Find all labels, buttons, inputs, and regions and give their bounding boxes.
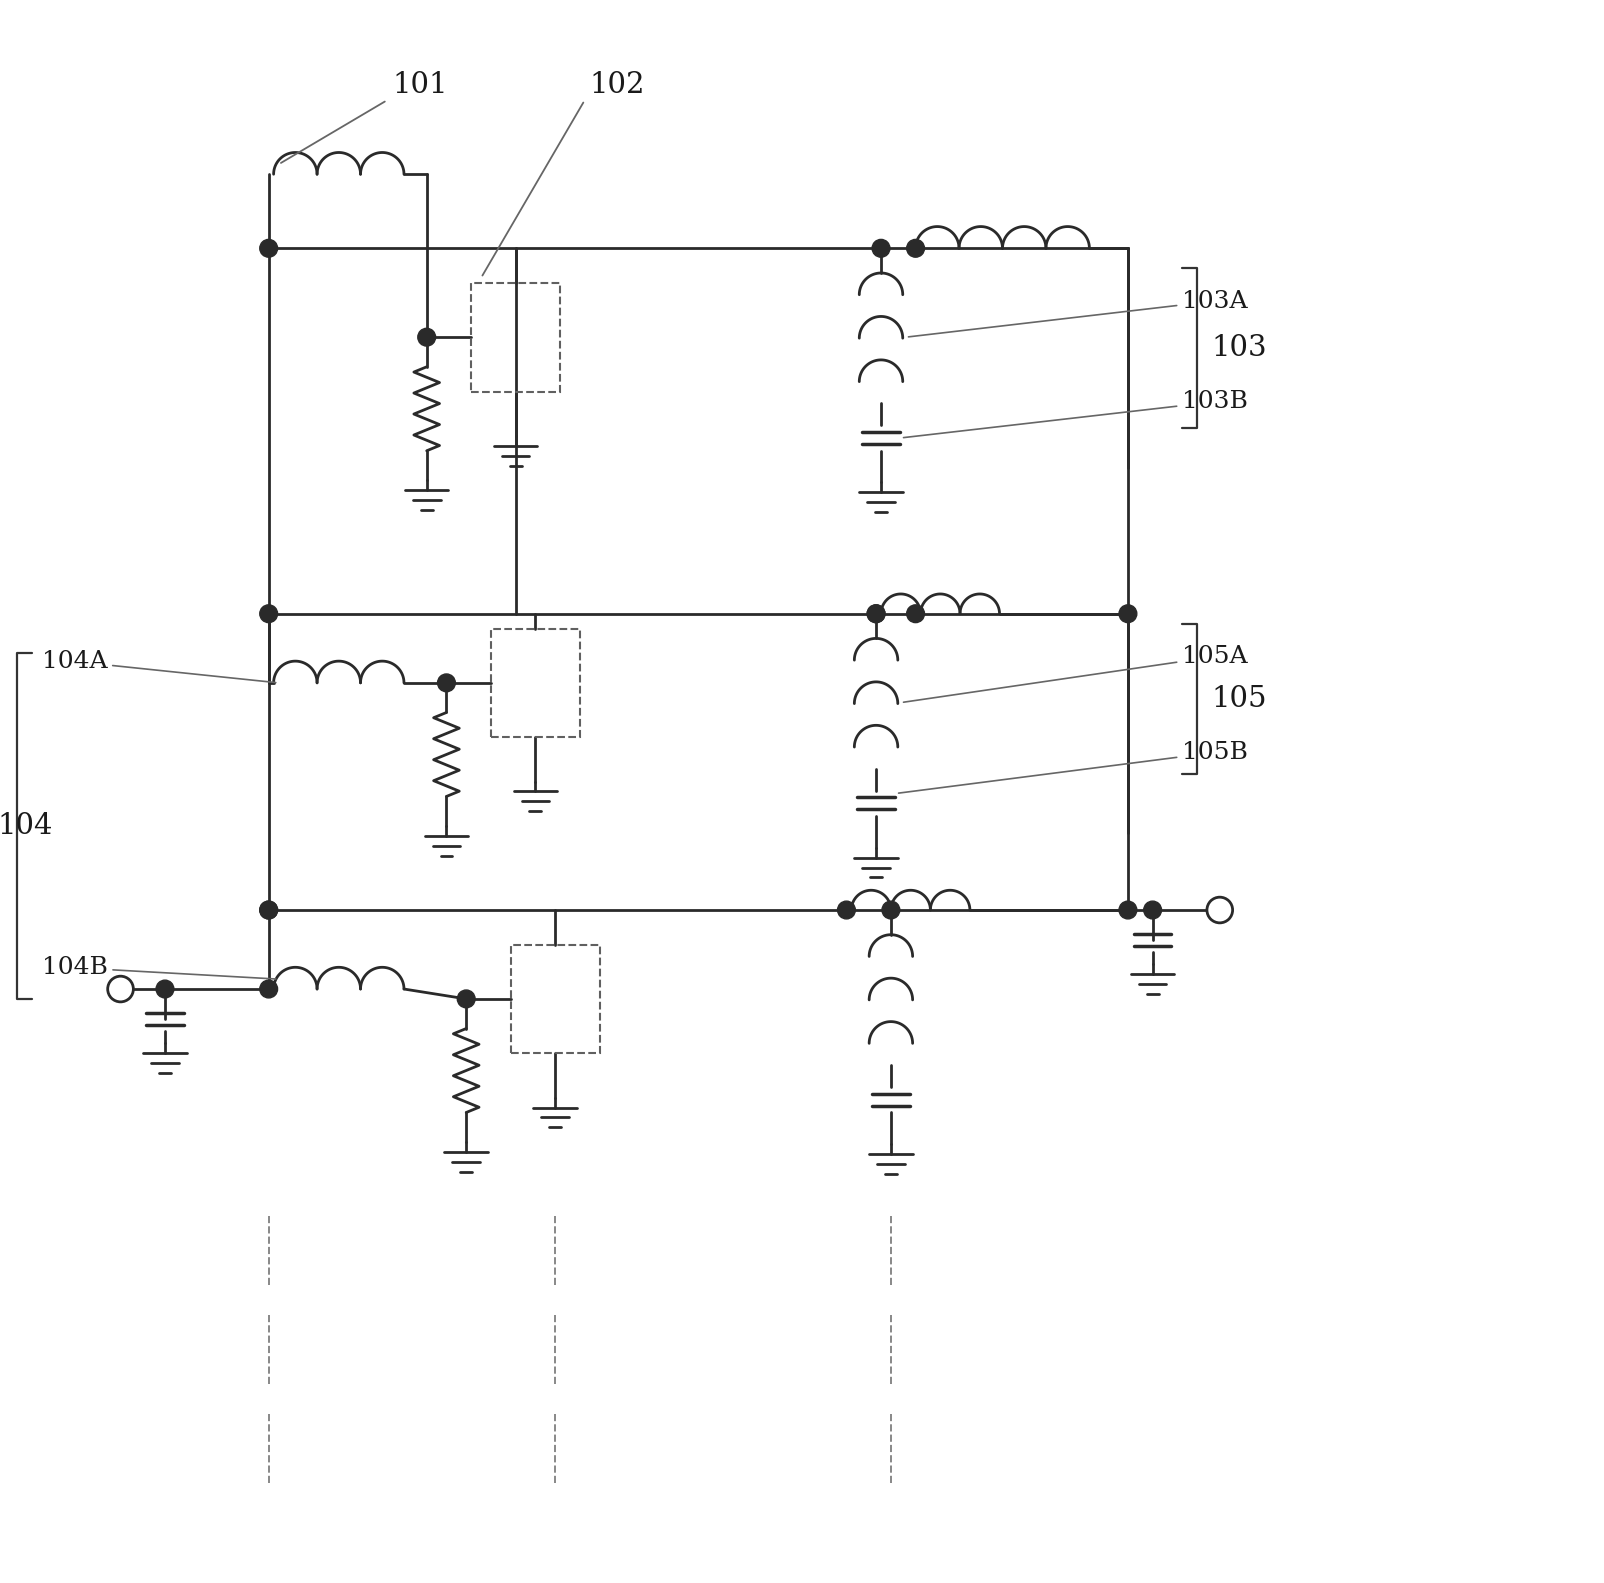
Circle shape [873,239,890,256]
Text: 102: 102 [590,71,645,100]
Circle shape [260,901,277,918]
Circle shape [260,605,277,622]
Circle shape [1120,605,1137,622]
Circle shape [260,980,277,997]
Text: 104B: 104B [42,956,276,980]
Circle shape [882,901,900,918]
Text: 101: 101 [391,71,448,100]
Circle shape [260,901,277,918]
Circle shape [107,977,133,1002]
Circle shape [1206,898,1232,923]
Circle shape [906,605,924,622]
Bar [472,283,560,391]
Bar [491,628,579,738]
Text: 104: 104 [0,812,53,841]
Circle shape [837,901,855,918]
Circle shape [868,605,885,622]
Text: 104A: 104A [42,651,276,682]
Text: 105: 105 [1213,685,1267,712]
Bar [510,945,600,1053]
Circle shape [906,239,924,256]
Text: 103A: 103A [908,290,1248,337]
Text: 103: 103 [1213,334,1267,363]
Circle shape [260,239,277,256]
Circle shape [868,605,885,622]
Text: 105B: 105B [898,741,1248,793]
Circle shape [1144,901,1161,918]
Text: 105A: 105A [903,646,1248,703]
Circle shape [156,980,173,997]
Circle shape [438,674,456,692]
Circle shape [1120,901,1137,918]
Circle shape [457,989,475,1008]
Text: 103B: 103B [903,391,1248,437]
Circle shape [417,328,436,347]
